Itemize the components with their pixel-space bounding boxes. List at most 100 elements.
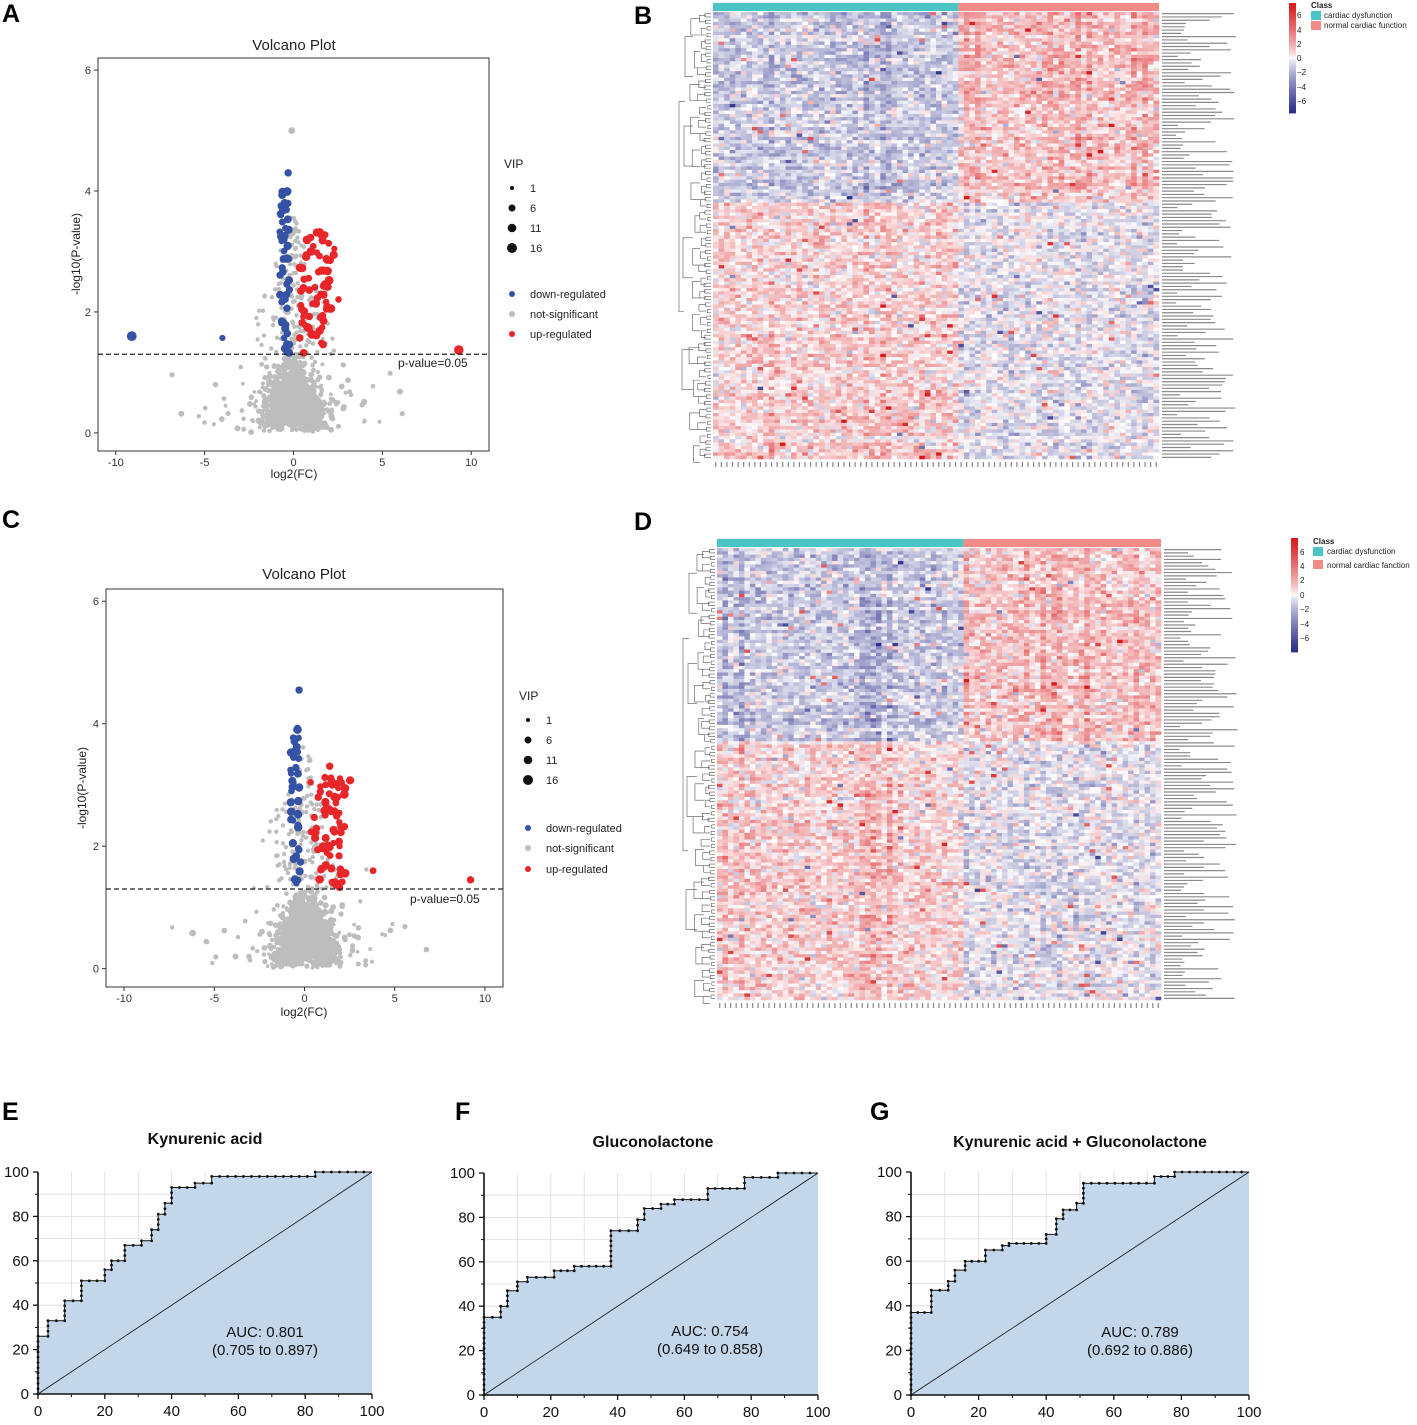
heatmap-cell <box>980 28 987 33</box>
heatmap-cell <box>768 31 775 36</box>
heatmap-cell <box>1008 38 1015 42</box>
heatmap-cell <box>729 28 736 33</box>
heatmap-cell <box>740 41 747 46</box>
heatmap-cell <box>997 28 1004 33</box>
heatmap-cell <box>1014 18 1020 23</box>
heatmap-cell <box>740 51 747 56</box>
heatmap-cell <box>802 15 809 19</box>
ns-point <box>359 402 365 408</box>
heatmap-cell <box>1019 44 1026 49</box>
vip-size-1-marker <box>510 186 514 190</box>
heatmap-cell <box>796 25 803 29</box>
ns-point <box>293 892 299 898</box>
y-tick-label: 0 <box>93 964 99 976</box>
ns-point <box>355 950 360 954</box>
heatmap-cell <box>802 12 809 16</box>
heatmap-cell <box>969 48 976 52</box>
heatmap-cell <box>1036 48 1043 52</box>
ns-point <box>282 801 288 806</box>
heatmap-cell <box>835 48 842 52</box>
ns-point <box>310 367 316 373</box>
heatmap-cell <box>1041 12 1048 16</box>
heatmap-cell <box>763 12 770 16</box>
heatmap-cell <box>1136 35 1143 39</box>
heatmap-cell <box>791 44 797 49</box>
heatmap-cell <box>1125 28 1132 33</box>
heatmap-cell <box>1080 51 1087 56</box>
heatmap-cell <box>869 64 875 69</box>
up-point <box>336 828 345 837</box>
ns-point <box>298 344 303 349</box>
ns-point <box>312 927 318 933</box>
heatmap-cell <box>1119 51 1126 56</box>
heatmap-cell <box>763 58 770 62</box>
heatmap-cell <box>958 31 965 36</box>
ns-point <box>259 928 265 935</box>
heatmap-cell <box>746 21 753 26</box>
heatmap-cell <box>1025 44 1032 49</box>
up-point <box>328 780 337 789</box>
ns-point <box>296 930 302 936</box>
ns-point <box>294 330 299 335</box>
ns-point <box>294 362 299 367</box>
heatmap-cell <box>1002 61 1009 65</box>
heatmap-cell <box>735 48 742 52</box>
heatmap-cell <box>846 18 853 23</box>
ns-point <box>293 245 299 251</box>
ns-point <box>328 931 333 937</box>
heatmap-cell <box>774 15 781 19</box>
legend-down-marker <box>509 291 515 297</box>
ns-point <box>278 280 283 286</box>
heatmap-cell <box>958 44 965 49</box>
heatmap-cell <box>1047 15 1054 19</box>
heatmap-cell <box>963 28 970 33</box>
heatmap-cell <box>980 64 987 69</box>
heatmap-cell <box>891 58 898 62</box>
heatmap-cell <box>1008 21 1015 26</box>
heatmap-cell <box>997 12 1004 16</box>
heatmap-cell <box>997 38 1004 42</box>
heatmap-cell <box>924 28 931 33</box>
heatmap-cell <box>1058 44 1065 49</box>
ns-point <box>210 960 215 966</box>
heatmap-cell <box>936 15 942 19</box>
ns-point <box>282 926 288 931</box>
heatmap-cell <box>1080 31 1087 36</box>
heatmap-cell <box>724 18 731 23</box>
ns-point <box>223 403 228 408</box>
ns-point <box>266 964 270 968</box>
heatmap-cell <box>835 31 842 36</box>
heatmap-cell <box>896 48 903 52</box>
ns-point <box>313 384 318 389</box>
ns-point <box>247 401 253 407</box>
ns-point <box>337 930 342 935</box>
heatmap-cell <box>936 25 942 29</box>
ns-point <box>289 903 294 908</box>
ns-point <box>308 758 313 763</box>
heatmap-cell <box>952 64 959 69</box>
heatmap-cell <box>980 38 987 42</box>
heatmap-cell <box>757 31 764 36</box>
heatmap-cell <box>1097 54 1104 59</box>
heatmap-cell <box>969 41 976 46</box>
heatmap-cell <box>729 58 736 62</box>
heatmap-cell <box>936 38 942 42</box>
heatmap-cell <box>779 48 786 52</box>
heatmap-cell <box>1025 54 1032 59</box>
heatmap-cell <box>1125 61 1132 65</box>
heatmap-cell <box>846 31 853 36</box>
ns-point <box>268 819 273 824</box>
ns-point <box>383 933 388 938</box>
heatmap-cell <box>913 12 920 16</box>
ns-point <box>269 295 275 300</box>
ns-point <box>281 389 287 395</box>
heatmap-cell <box>1075 15 1082 19</box>
heatmap-cell <box>735 12 742 16</box>
heatmap-cell <box>1053 38 1059 42</box>
ns-point <box>301 909 306 915</box>
heatmap-cell <box>735 15 742 19</box>
heatmap-cell <box>1075 44 1082 49</box>
heatmap-cell <box>1114 21 1121 26</box>
ns-point <box>285 870 291 876</box>
heatmap-cell <box>768 48 775 52</box>
